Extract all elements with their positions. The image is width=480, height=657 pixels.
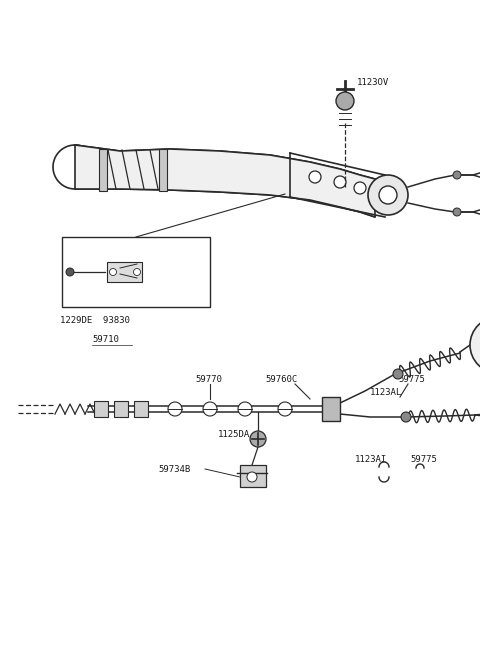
Circle shape bbox=[354, 182, 366, 194]
Circle shape bbox=[278, 402, 292, 416]
Circle shape bbox=[368, 175, 408, 215]
Bar bbox=[134, 401, 148, 417]
Text: 59775: 59775 bbox=[410, 455, 437, 464]
Text: 59760C: 59760C bbox=[265, 375, 297, 384]
Text: 59775: 59775 bbox=[398, 375, 425, 384]
Circle shape bbox=[453, 171, 461, 179]
Circle shape bbox=[109, 269, 117, 275]
Text: 59710: 59710 bbox=[92, 335, 119, 344]
Bar bbox=[159, 149, 167, 191]
Text: 1123OV: 1123OV bbox=[357, 78, 389, 87]
Circle shape bbox=[250, 431, 266, 447]
Circle shape bbox=[133, 269, 141, 275]
Circle shape bbox=[393, 369, 403, 379]
Bar bbox=[114, 401, 128, 417]
Circle shape bbox=[470, 317, 480, 373]
Circle shape bbox=[203, 402, 217, 416]
Text: 59734B: 59734B bbox=[158, 465, 190, 474]
Circle shape bbox=[238, 402, 252, 416]
Circle shape bbox=[401, 412, 411, 422]
Circle shape bbox=[336, 92, 354, 110]
Text: 1123AI: 1123AI bbox=[355, 455, 387, 464]
Bar bbox=[240, 465, 266, 487]
Text: 1229DE  93830: 1229DE 93830 bbox=[60, 316, 130, 325]
Circle shape bbox=[453, 208, 461, 216]
Bar bbox=[99, 149, 107, 191]
Bar bbox=[62, 237, 210, 307]
Circle shape bbox=[379, 186, 397, 204]
Polygon shape bbox=[75, 145, 375, 217]
Bar bbox=[107, 262, 142, 282]
Circle shape bbox=[168, 402, 182, 416]
Circle shape bbox=[309, 171, 321, 183]
Bar bbox=[94, 401, 108, 417]
Bar bbox=[322, 397, 340, 421]
Text: 1123AL: 1123AL bbox=[370, 388, 402, 397]
Circle shape bbox=[334, 176, 346, 188]
Text: 1125DA: 1125DA bbox=[218, 430, 250, 439]
Text: 59770: 59770 bbox=[195, 375, 222, 384]
Circle shape bbox=[66, 268, 74, 276]
Circle shape bbox=[247, 472, 257, 482]
